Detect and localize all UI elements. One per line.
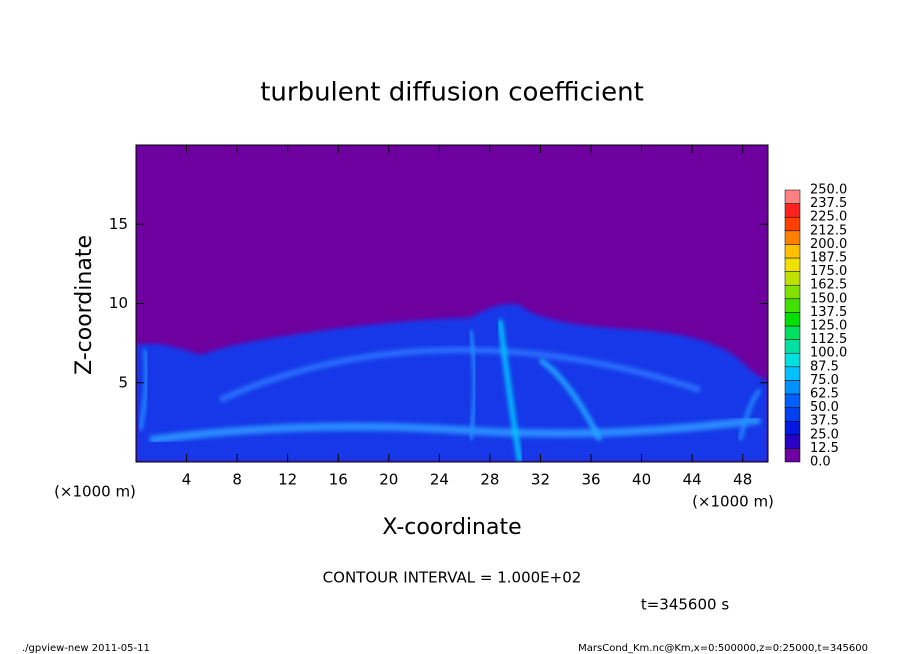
footer-right: MarsCond_Km.nc@Km,x=0:500000,z=0:25000,t…: [578, 643, 868, 654]
x-tick-label: 44: [683, 471, 702, 489]
x-unit-right: (×1000 m): [692, 493, 774, 511]
colorbar-label: 200.0: [810, 237, 847, 252]
colorbar-segment: [784, 230, 801, 245]
y-tick-label: 10: [109, 294, 128, 312]
field: [136, 303, 768, 462]
x-tick-label: 48: [733, 471, 752, 489]
colorbar-segment: [784, 420, 801, 436]
colorbar-label: 62.5: [810, 387, 839, 402]
footer-left: ./gpview-new 2011-05-11: [22, 643, 150, 654]
colorbar-segment: [784, 203, 801, 218]
colorbar-segment: [784, 284, 801, 300]
time-label: t=345600 s: [641, 596, 729, 614]
colorbar-segment: [784, 216, 801, 232]
x-unit-left: (×1000 m): [54, 483, 136, 501]
colorbar-label: 87.5: [810, 359, 839, 374]
colorbar-label: 12.5: [810, 441, 839, 456]
colorbar-label: 212.5: [810, 223, 847, 238]
colorbar-segment: [784, 366, 801, 381]
colorbar-label: 25.0: [810, 427, 839, 442]
colorbar-label: 50.0: [810, 400, 839, 415]
y-axis-label: Z-coordinate: [72, 235, 97, 375]
colorbar-label: 137.5: [810, 305, 847, 320]
colorbar-label: 37.5: [810, 414, 839, 429]
x-tick-label: 12: [278, 471, 297, 489]
colorbar-segment: [784, 257, 801, 272]
x-axis-label: X-coordinate: [382, 515, 521, 540]
colorbar-label: 237.5: [810, 196, 847, 211]
colorbar-label: 187.5: [810, 251, 847, 266]
colorbar-segment: [784, 312, 801, 327]
colorbar-segment: [784, 352, 801, 368]
colorbar-segment: [784, 448, 801, 463]
y-tick-label: 15: [109, 215, 128, 233]
colorbar-segment: [784, 244, 801, 259]
colorbar-segment: [784, 339, 801, 354]
x-tick-label: 36: [581, 471, 600, 489]
colorbar-label: 225.0: [810, 210, 847, 225]
colorbar-segment: [784, 325, 801, 340]
colorbar-label: 250.0: [810, 183, 847, 198]
colorbar-segment: [784, 434, 801, 449]
colorbar-label: 125.0: [810, 319, 847, 334]
chart-title: turbulent diffusion coefficient: [260, 78, 644, 108]
colorbar-segment: [784, 298, 801, 313]
colorbar-label: 150.0: [810, 291, 847, 306]
contour-interval: CONTOUR INTERVAL = 1.000E+02: [323, 569, 582, 587]
colorbar-label: 162.5: [810, 278, 847, 293]
x-tick-label: 8: [232, 471, 242, 489]
x-tick-label: 20: [379, 471, 398, 489]
colorbar-segment: [784, 407, 801, 422]
colorbar-label: 75.0: [810, 373, 839, 388]
y-tick-label: 5: [118, 373, 128, 391]
x-tick-label: 40: [632, 471, 651, 489]
x-tick-label: 4: [182, 471, 192, 489]
colorbar-segment: [784, 271, 801, 286]
colorbar-label: 0.0: [810, 455, 831, 470]
colorbar-label: 100.0: [810, 346, 847, 361]
colorbar-label: 175.0: [810, 264, 847, 279]
x-tick-label: 28: [480, 471, 499, 489]
colorbar-segment: [784, 189, 801, 204]
colorbar-segment: [784, 380, 801, 395]
colorbar-segment: [784, 393, 801, 408]
colorbar-label: 112.5: [810, 332, 847, 347]
x-tick-label: 24: [430, 471, 449, 489]
x-tick-label: 16: [329, 471, 348, 489]
x-tick-label: 32: [531, 471, 550, 489]
